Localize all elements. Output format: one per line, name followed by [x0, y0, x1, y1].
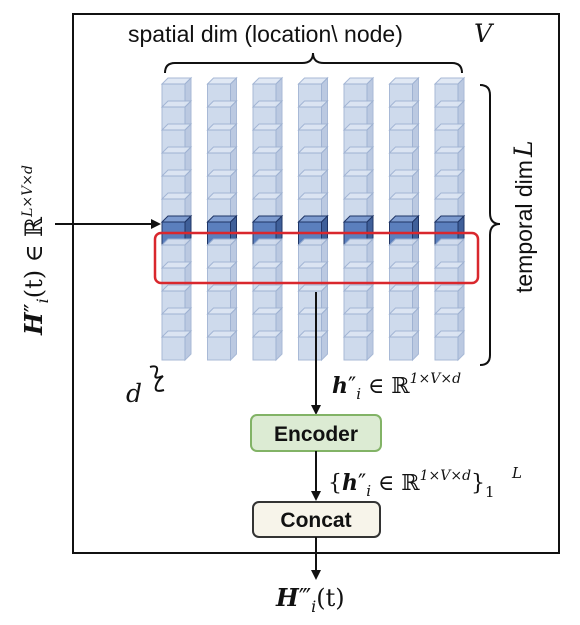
node-column	[297, 76, 329, 362]
output-tensor-label: H‴i(t)	[275, 583, 345, 616]
tensor-cube	[342, 329, 375, 362]
tensor-cube	[206, 191, 238, 224]
node-column	[251, 76, 284, 362]
temporal-brace	[479, 84, 501, 366]
temporal-dim-label: temporal dim	[511, 160, 537, 293]
slice-label: h″i ∈ ℝ1×V×d	[332, 371, 461, 403]
node-column	[433, 76, 466, 362]
spatial-dim-label: spatial dim (location\ node)	[128, 21, 403, 47]
tensor-cube	[433, 76, 466, 109]
selected-time-slice-highlight	[153, 231, 480, 285]
temporal-dim-symbol: L	[509, 140, 538, 158]
depth-symbol: d	[126, 379, 142, 408]
tensor-cube	[433, 329, 466, 362]
encoder-label: Encoder	[274, 423, 358, 446]
tensor-cube	[160, 329, 193, 362]
encoded-set-label: {h″i ∈ ℝ1×V×d}1	[328, 468, 495, 501]
node-column	[342, 76, 375, 362]
input-tensor-label: H″i(t) ∈ ℝL×V×d	[19, 165, 52, 336]
node-column	[160, 76, 193, 362]
concat-label: Concat	[280, 509, 351, 532]
encoded-set-upper: L	[511, 464, 522, 482]
node-column	[206, 76, 238, 362]
tensor-cube-grid	[160, 76, 466, 362]
spatial-dim-symbol: V	[474, 19, 495, 48]
tensor-cube	[206, 329, 238, 362]
spatial-brace	[164, 52, 463, 74]
node-column	[388, 76, 420, 362]
tensor-cube	[297, 329, 329, 362]
depth-brace	[149, 365, 165, 392]
tensor-cube	[388, 329, 420, 362]
tensor-cube	[388, 99, 420, 132]
tensor-cube	[251, 329, 284, 362]
